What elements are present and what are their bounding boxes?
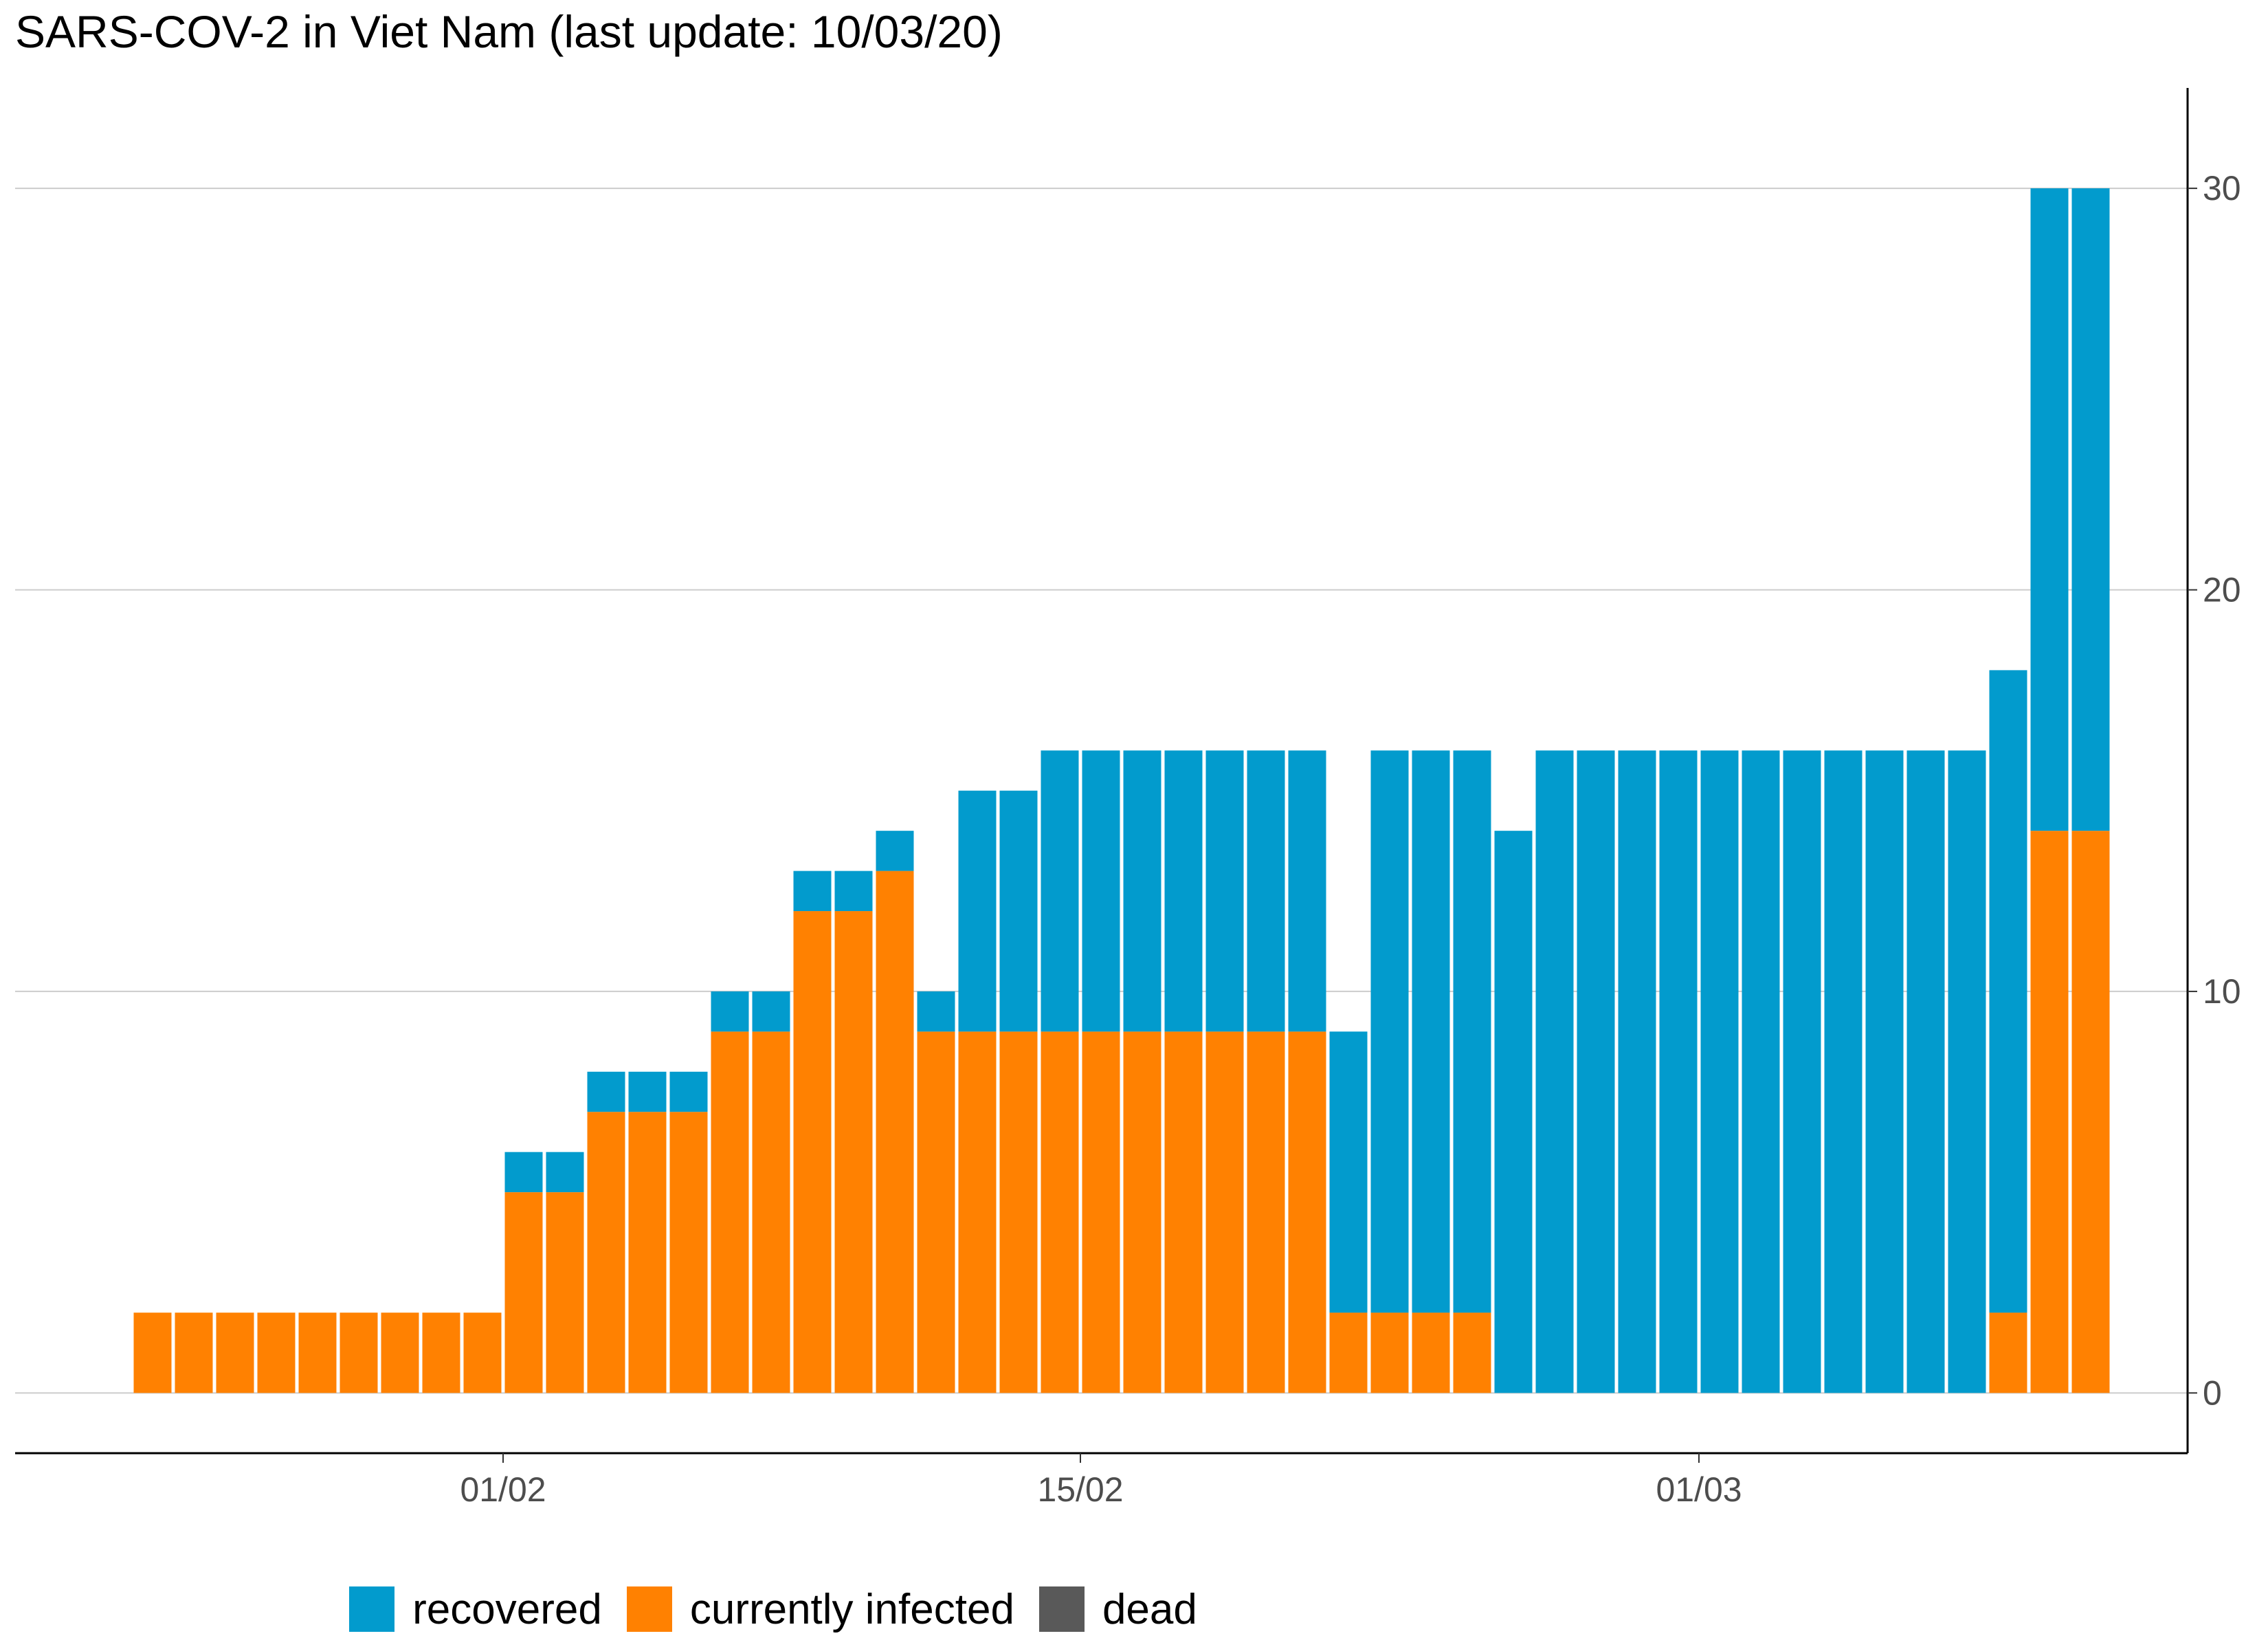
bar-recovered-02-02 xyxy=(546,1152,584,1193)
bar-currently-infected-28-01 xyxy=(340,1312,378,1393)
legend-swatch-currently-infected xyxy=(626,1586,672,1632)
bar-recovered-25-02 xyxy=(1494,831,1533,1393)
legend-item-dead: dead xyxy=(1038,1585,1197,1634)
bar-recovered-01-02 xyxy=(504,1152,543,1193)
legend-swatch-recovered xyxy=(349,1586,395,1632)
chart-title: SARS-COV-2 in Viet Nam (last update: 10/… xyxy=(15,6,1003,57)
legend-label-currently-infected: currently infected xyxy=(689,1585,1014,1633)
bar-recovered-11-02 xyxy=(917,991,955,1032)
x-tick-label-01-02: 01/02 xyxy=(460,1470,546,1509)
bar-recovered-06-03 xyxy=(1906,750,1945,1393)
bar-recovered-07-03 xyxy=(1948,750,1986,1393)
bar-currently-infected-03-02 xyxy=(587,1112,625,1393)
bar-recovered-23-02 xyxy=(1412,750,1450,1313)
y-tick-label-30: 30 xyxy=(2203,169,2241,207)
y-tick-label-0: 0 xyxy=(2203,1373,2222,1412)
bar-recovered-01-03 xyxy=(1700,750,1739,1393)
x-tick-label-01-03: 01/03 xyxy=(1656,1470,1742,1509)
bar-recovered-20-02 xyxy=(1288,750,1326,1032)
bar-currently-infected-23-02 xyxy=(1412,1312,1450,1393)
bar-currently-infected-08-02 xyxy=(793,911,832,1393)
bar-recovered-16-02 xyxy=(1123,750,1161,1032)
bar-currently-infected-26-01 xyxy=(257,1312,296,1393)
legend-item-recovered: recovered xyxy=(349,1585,602,1634)
bar-recovered-08-02 xyxy=(793,871,832,912)
bar-currently-infected-14-02 xyxy=(1041,1031,1079,1393)
bar-currently-infected-27-01 xyxy=(298,1312,337,1393)
bar-currently-infected-15-02 xyxy=(1082,1031,1120,1393)
bar-recovered-05-02 xyxy=(669,1071,708,1112)
bar-recovered-09-03 xyxy=(2030,188,2069,831)
bar-recovered-05-03 xyxy=(1865,750,1904,1393)
bar-recovered-29-02 xyxy=(1659,750,1698,1393)
bar-recovered-03-03 xyxy=(1783,750,1821,1393)
bar-recovered-12-02 xyxy=(958,790,997,1032)
bar-chart: 0 10 20 30 01/02 15/02 01/03 xyxy=(15,88,2241,1509)
legend-label-dead: dead xyxy=(1102,1585,1197,1633)
legend-label-recovered: recovered xyxy=(412,1585,602,1633)
bar-recovered-22-02 xyxy=(1370,750,1409,1313)
bar-recovered-04-03 xyxy=(1824,750,1863,1393)
y-tick-label-10: 10 xyxy=(2203,972,2241,1011)
bar-recovered-27-02 xyxy=(1577,750,1615,1393)
bar-currently-infected-12-02 xyxy=(958,1031,997,1393)
x-tick-label-15-02: 15/02 xyxy=(1037,1470,1123,1509)
bars xyxy=(133,188,2110,1393)
bar-recovered-24-02 xyxy=(1453,750,1491,1313)
bar-recovered-17-02 xyxy=(1164,750,1203,1032)
bar-recovered-09-02 xyxy=(834,871,873,912)
bar-recovered-15-02 xyxy=(1082,750,1120,1032)
bar-recovered-14-02 xyxy=(1041,750,1079,1032)
y-tick-label-20: 20 xyxy=(2203,571,2241,609)
bar-recovered-03-02 xyxy=(587,1071,625,1112)
bar-recovered-19-02 xyxy=(1247,750,1285,1032)
bar-currently-infected-25-01 xyxy=(216,1312,254,1393)
axes xyxy=(15,88,2197,1463)
bar-currently-infected-24-01 xyxy=(175,1312,213,1393)
bar-currently-infected-30-01 xyxy=(422,1312,460,1393)
bar-currently-infected-22-02 xyxy=(1370,1312,1409,1393)
bar-currently-infected-08-03 xyxy=(1989,1312,2027,1393)
bar-recovered-10-02 xyxy=(876,831,914,871)
bar-currently-infected-10-02 xyxy=(876,871,914,1393)
bar-recovered-21-02 xyxy=(1329,1031,1368,1313)
bar-recovered-06-02 xyxy=(711,991,749,1032)
bar-currently-infected-16-02 xyxy=(1123,1031,1161,1393)
bar-currently-infected-21-02 xyxy=(1329,1312,1368,1393)
bar-currently-infected-04-02 xyxy=(628,1112,667,1393)
bar-currently-infected-17-02 xyxy=(1164,1031,1203,1393)
bar-recovered-13-02 xyxy=(999,790,1038,1032)
bar-recovered-26-02 xyxy=(1535,750,1574,1393)
legend-item-currently-infected: currently infected xyxy=(626,1585,1014,1634)
bar-currently-infected-23-01 xyxy=(133,1312,172,1393)
bar-currently-infected-19-02 xyxy=(1247,1031,1285,1393)
bar-currently-infected-10-03 xyxy=(2071,831,2110,1393)
bar-currently-infected-01-02 xyxy=(504,1192,543,1393)
bar-currently-infected-09-02 xyxy=(834,911,873,1393)
tick-labels: 0 10 20 30 01/02 15/02 01/03 xyxy=(460,169,2241,1509)
bar-currently-infected-13-02 xyxy=(999,1031,1038,1393)
bar-currently-infected-09-03 xyxy=(2030,831,2069,1393)
bar-recovered-10-03 xyxy=(2071,188,2110,831)
bar-currently-infected-06-02 xyxy=(711,1031,749,1393)
legend-swatch-dead xyxy=(1038,1586,1085,1632)
bar-recovered-04-02 xyxy=(628,1071,667,1112)
bar-recovered-18-02 xyxy=(1205,750,1244,1032)
bar-recovered-07-02 xyxy=(752,991,790,1032)
bar-currently-infected-07-02 xyxy=(752,1031,790,1393)
bar-currently-infected-11-02 xyxy=(917,1031,955,1393)
bar-currently-infected-31-01 xyxy=(463,1312,502,1393)
bar-recovered-28-02 xyxy=(1618,750,1656,1393)
bar-currently-infected-05-02 xyxy=(669,1112,708,1393)
bar-currently-infected-20-02 xyxy=(1288,1031,1326,1393)
bar-currently-infected-29-01 xyxy=(381,1312,419,1393)
bar-recovered-02-03 xyxy=(1742,750,1780,1393)
bar-currently-infected-24-02 xyxy=(1453,1312,1491,1393)
legend: recovered currently infected dead xyxy=(0,1580,1546,1638)
bar-recovered-08-03 xyxy=(1989,670,2027,1313)
bar-currently-infected-18-02 xyxy=(1205,1031,1244,1393)
bar-currently-infected-02-02 xyxy=(546,1192,584,1393)
